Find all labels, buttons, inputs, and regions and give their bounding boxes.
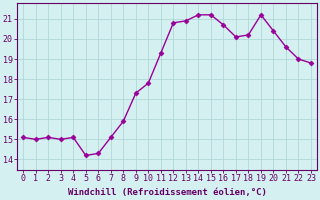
X-axis label: Windchill (Refroidissement éolien,°C): Windchill (Refroidissement éolien,°C) — [68, 188, 267, 197]
